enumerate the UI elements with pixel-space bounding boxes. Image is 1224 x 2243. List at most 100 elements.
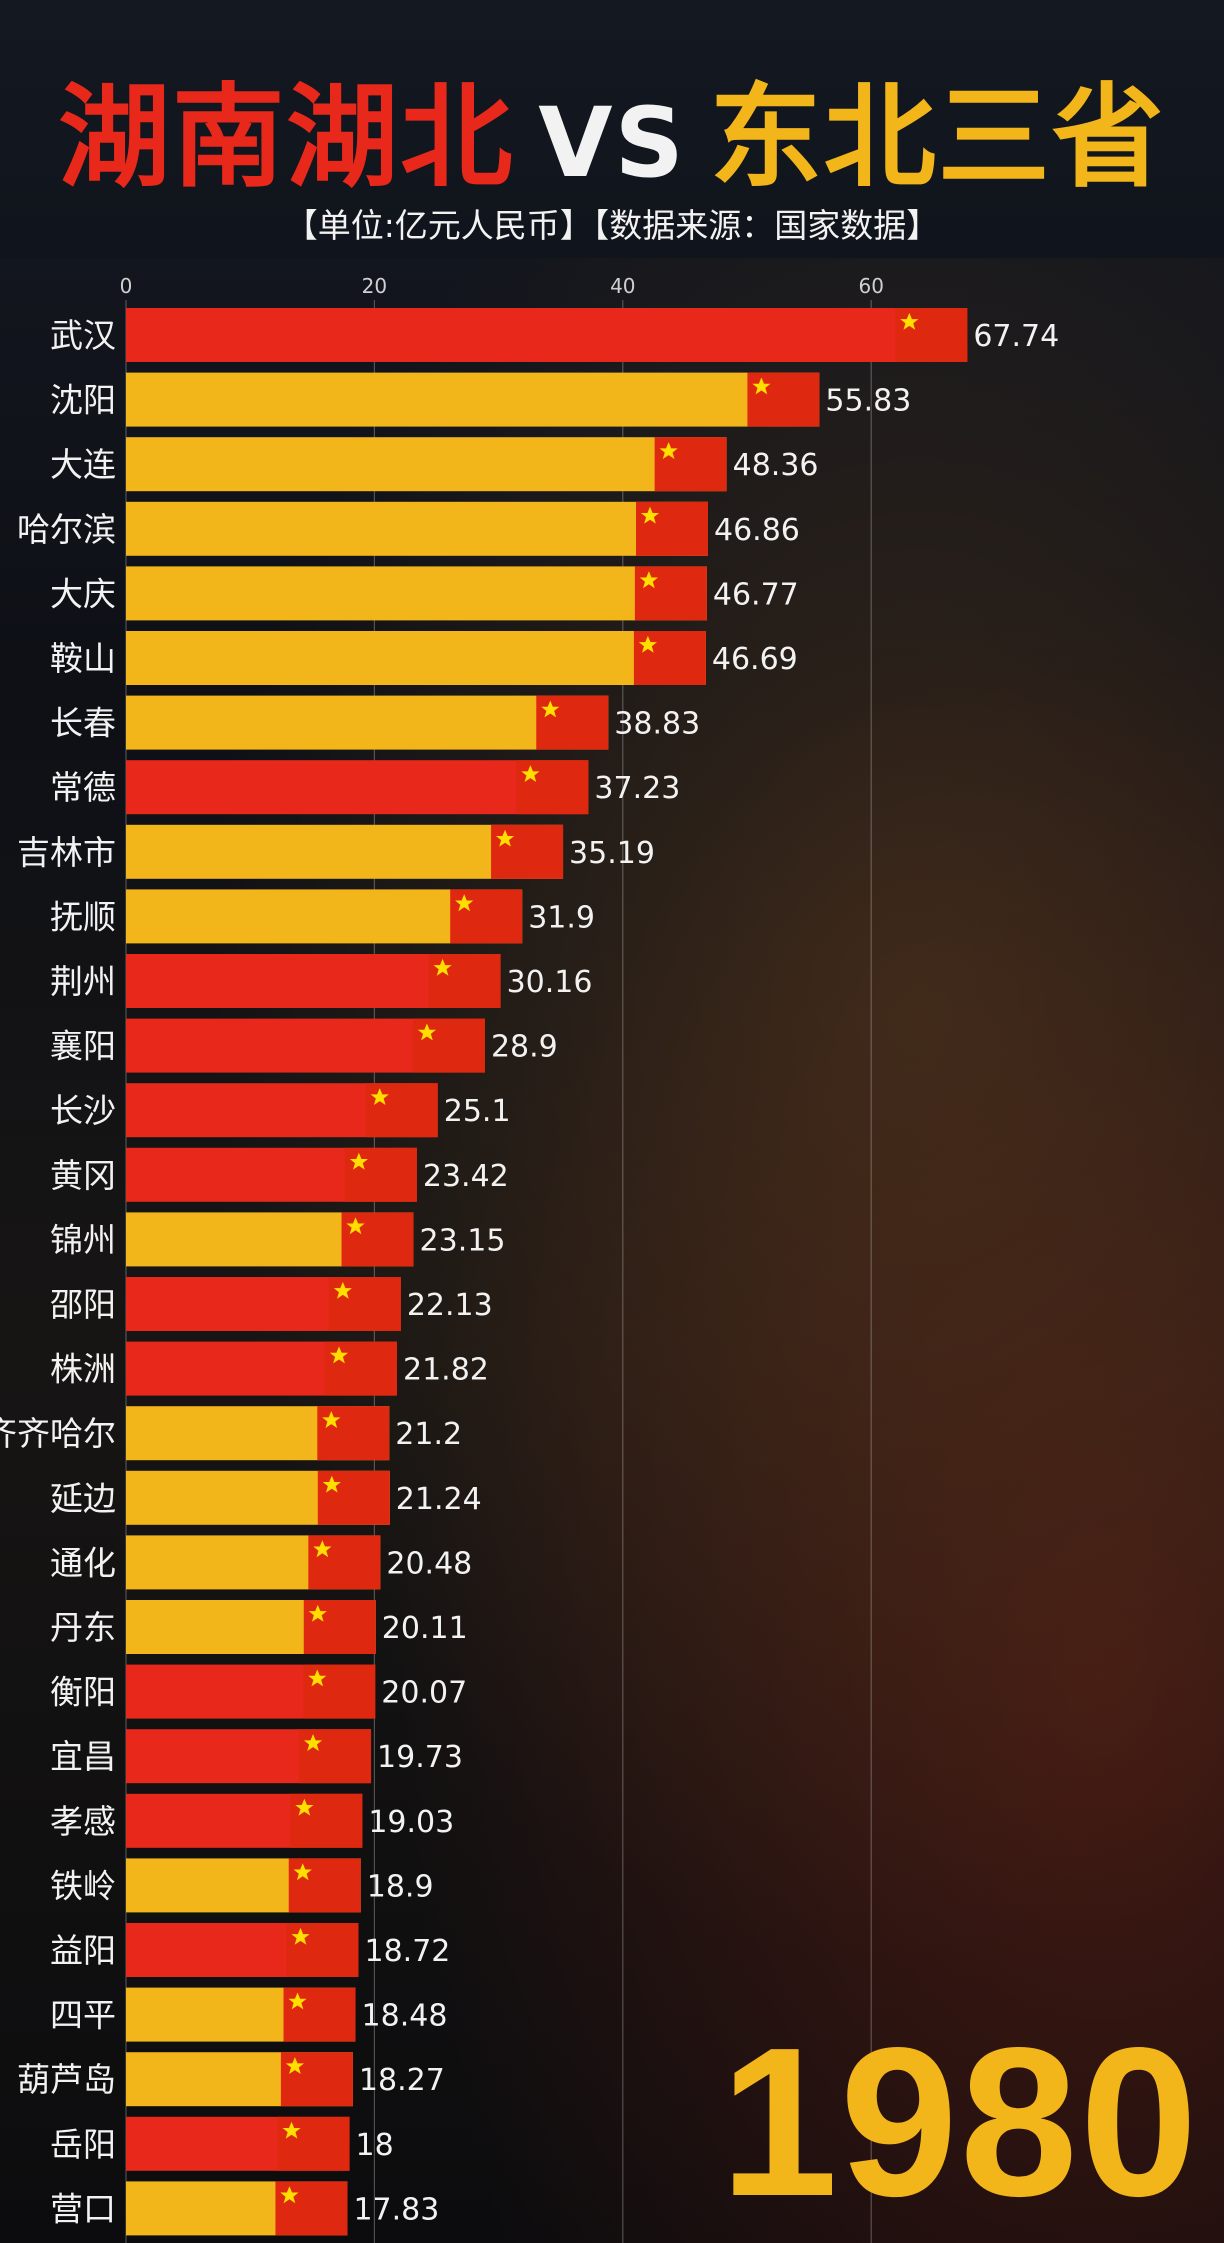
category-label: 大连 (50, 445, 116, 484)
category-label: 抚顺 (50, 897, 116, 936)
value-label: 35.19 (569, 836, 655, 871)
value-label: 19.73 (377, 1740, 463, 1775)
flag (275, 2181, 348, 2236)
value-label: 21.82 (403, 1353, 489, 1388)
flag (317, 1470, 390, 1525)
flag (280, 2052, 353, 2107)
flag (491, 824, 564, 879)
flag (536, 695, 609, 750)
category-label: 常德 (50, 768, 116, 807)
value-label: 30.16 (507, 965, 593, 1000)
category-label: 齐齐哈尔 (0, 1414, 116, 1453)
bar (126, 695, 609, 750)
value-label: 18.27 (359, 2063, 445, 2098)
value-label: 20.48 (386, 1546, 472, 1581)
bar (126, 501, 709, 556)
page-title: 湖南湖北 VS 东北三省 (0, 68, 1224, 213)
flag (636, 501, 709, 556)
bar (126, 631, 706, 685)
year-label: 1980 (720, 2003, 1200, 2240)
title-left: 湖南湖北 (58, 73, 515, 203)
category-label: 邵阳 (50, 1285, 116, 1324)
flag (277, 2116, 350, 2171)
category-label: 黄冈 (50, 1156, 116, 1195)
flag (654, 437, 727, 492)
flag (895, 308, 968, 362)
category-label: 营口 (50, 2189, 116, 2228)
flag (286, 1923, 359, 1977)
bar (126, 824, 564, 879)
category-label: 益阳 (50, 1931, 116, 1970)
category-label: 武汉 (50, 316, 116, 355)
flag (365, 1083, 438, 1138)
value-label: 18.9 (367, 1869, 434, 1904)
value-label: 18.48 (362, 1999, 448, 2034)
x-tick-label: 60 (858, 274, 883, 298)
flag (303, 1600, 376, 1654)
category-label: 孝感 (50, 1802, 116, 1841)
flag (341, 1212, 414, 1267)
value-label: 21.2 (395, 1417, 462, 1452)
value-label: 21.24 (396, 1482, 482, 1517)
value-label: 20.11 (382, 1611, 468, 1646)
category-label: 衡阳 (50, 1673, 116, 1712)
header: 湖南湖北 VS 东北三省 【单位:亿元人民币】【数据来源：国家数据】 (0, 0, 1224, 258)
category-label: 株洲 (50, 1350, 116, 1389)
flag (283, 1987, 356, 2042)
category-label: 哈尔滨 (17, 510, 116, 549)
x-tick-label: 40 (610, 274, 635, 298)
value-label: 38.83 (614, 707, 700, 742)
category-label: 延边 (50, 1479, 116, 1518)
flag (747, 372, 820, 427)
category-label: 长沙 (50, 1091, 116, 1130)
value-label: 23.42 (423, 1159, 509, 1194)
flag (450, 889, 523, 944)
category-label: 通化 (50, 1543, 116, 1582)
bar (126, 308, 968, 362)
category-label: 铁岭 (50, 1866, 116, 1905)
bar (126, 760, 589, 815)
category-label: 吉林市 (17, 833, 116, 872)
category-label: 锦州 (50, 1220, 116, 1259)
value-label: 46.86 (714, 513, 800, 548)
flag (328, 1277, 401, 1331)
title-vs: VS (538, 87, 686, 199)
category-label: 葫芦岛 (17, 2060, 116, 2099)
category-label: 沈阳 (50, 381, 116, 420)
value-label: 20.07 (381, 1676, 467, 1711)
value-label: 23.15 (420, 1223, 506, 1258)
x-tick-label: 0 (120, 274, 133, 298)
value-label: 48.36 (733, 448, 819, 483)
category-label: 四平 (50, 1996, 116, 2035)
flag (299, 1729, 372, 1784)
flag (634, 566, 707, 621)
value-label: 22.13 (407, 1288, 493, 1323)
category-label: 宜昌 (50, 1737, 116, 1776)
value-label: 19.03 (368, 1805, 454, 1840)
page-subtitle: 【单位:亿元人民币】【数据来源：国家数据】 (284, 206, 940, 245)
bar (126, 372, 820, 427)
flag (290, 1793, 363, 1848)
value-label: 25.1 (444, 1094, 511, 1129)
value-label: 18.72 (365, 1934, 451, 1969)
category-label: 襄阳 (50, 1027, 116, 1066)
value-label: 67.74 (973, 319, 1059, 354)
x-tick-label: 20 (362, 274, 387, 298)
value-label: 28.9 (491, 1030, 558, 1065)
flag (317, 1406, 390, 1461)
bar (126, 566, 707, 621)
category-label: 岳阳 (50, 2125, 116, 2164)
category-label: 鞍山 (50, 639, 116, 678)
value-label: 46.77 (713, 577, 799, 612)
flag (325, 1341, 398, 1396)
flag (308, 1535, 381, 1590)
flag (344, 1147, 417, 1202)
value-label: 46.69 (712, 642, 798, 677)
value-label: 17.83 (353, 2192, 439, 2227)
bar (126, 437, 727, 492)
category-label: 丹东 (50, 1608, 116, 1647)
flag (633, 631, 706, 685)
flag (516, 760, 589, 815)
value-label: 18 (356, 2128, 394, 2163)
